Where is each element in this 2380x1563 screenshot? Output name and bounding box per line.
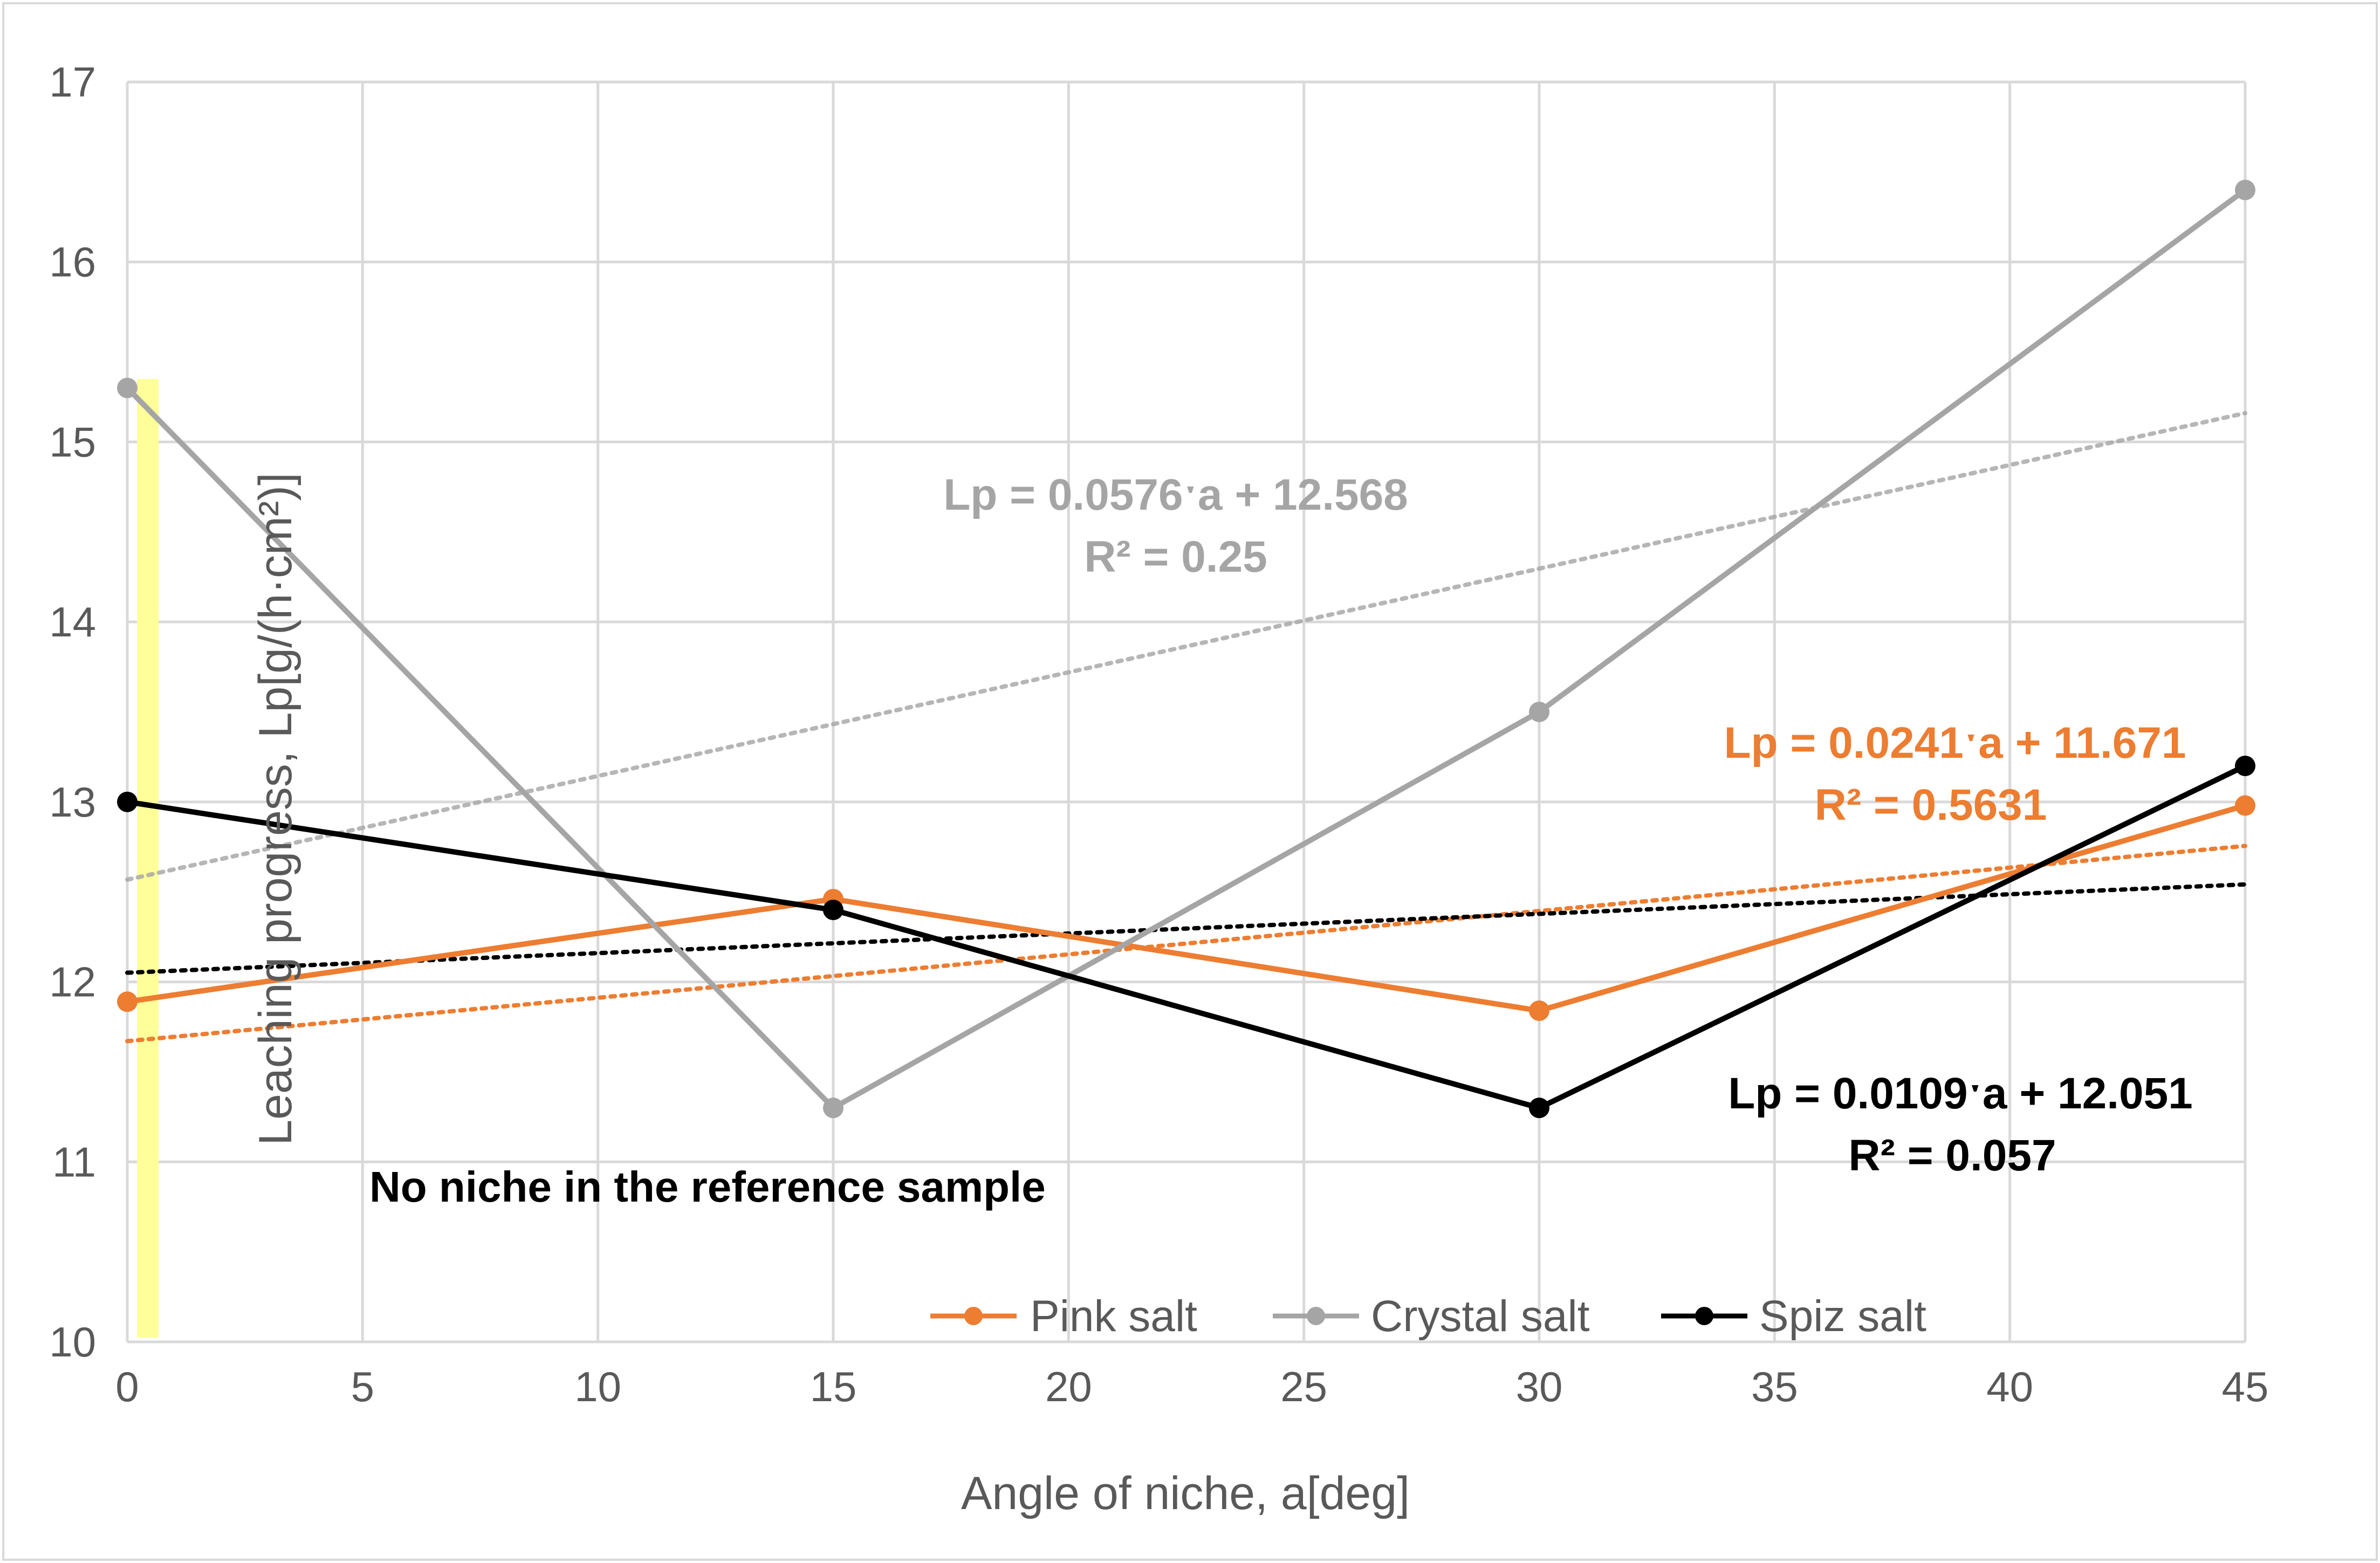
x-tick-label: 45 — [2222, 1363, 2269, 1410]
x-tick-label: 35 — [1751, 1363, 1798, 1410]
y-tick-label: 14 — [49, 598, 96, 646]
spiz-trend-r2: R² = 0.057 — [1848, 1131, 2056, 1180]
legend: Pink salt Crystal salt Spiz salt — [930, 1292, 1926, 1341]
point-spiz-salt-15 — [823, 900, 843, 921]
data-series — [117, 180, 2255, 1119]
y-tick-label: 11 — [52, 1138, 96, 1185]
pink-trend-equation: Lp = 0.0241ˑa + 11.671 — [1724, 718, 2186, 767]
legend-item-spiz-salt: Spiz salt — [1661, 1292, 1926, 1341]
x-tick-label: 5 — [351, 1363, 374, 1410]
x-tick-label: 0 — [115, 1363, 139, 1410]
legend-label-spiz-salt: Spiz salt — [1759, 1292, 1926, 1341]
point-crystal-salt-0 — [117, 378, 138, 399]
legend-label-crystal-salt: Crystal salt — [1371, 1292, 1590, 1341]
trendline-crystal-salt — [125, 411, 2247, 882]
legend-swatch-crystal-marker — [1307, 1307, 1325, 1325]
point-spiz-salt-30 — [1529, 1098, 1549, 1119]
point-crystal-salt-45 — [2235, 180, 2255, 201]
x-tick-label: 30 — [1516, 1363, 1563, 1410]
y-tick-label: 13 — [49, 778, 96, 826]
y-tick-label: 10 — [49, 1318, 96, 1366]
y-axis-title: Leaching progress, Lp[g/(h·cm²)] — [250, 472, 301, 1146]
x-tick-label: 10 — [574, 1363, 621, 1410]
tick-labels: 0 5 10 15 20 25 30 35 40 45 10 11 12 13 14 15 16 17 — [49, 58, 2268, 1410]
crystal-trend-equation: Lp = 0.0576ˑa + 12.568 — [943, 470, 1408, 519]
series-line-pink-salt — [127, 803, 2246, 1013]
x-tick-label: 15 — [810, 1363, 857, 1410]
x-tick-label: 40 — [1986, 1363, 2033, 1410]
trendline-spiz-salt — [125, 882, 2247, 975]
legend-label-pink-salt: Pink salt — [1030, 1292, 1197, 1341]
point-crystal-salt-30 — [1529, 702, 1549, 722]
reference-annotation: No niche in the reference sample — [369, 1163, 1046, 1211]
point-spiz-salt-45 — [2235, 756, 2255, 777]
legend-swatch-pink-marker — [964, 1307, 983, 1325]
spiz-trend-equation: Lp = 0.0109ˑa + 12.051 — [1728, 1069, 2193, 1118]
x-tick-label: 20 — [1045, 1363, 1092, 1410]
series-line-crystal-salt — [125, 188, 2247, 1111]
y-tick-label: 17 — [49, 58, 96, 106]
trendline-pink-salt — [125, 844, 2247, 1044]
y-tick-label: 15 — [49, 418, 96, 465]
legend-item-pink-salt: Pink salt — [930, 1292, 1197, 1341]
y-tick-label: 16 — [49, 238, 96, 286]
legend-item-crystal-salt: Crystal salt — [1273, 1292, 1590, 1341]
y-tick-label: 12 — [49, 958, 96, 1006]
point-crystal-salt-15 — [823, 1098, 843, 1119]
reference-highlight-bar — [137, 379, 159, 1338]
point-pink-salt-30 — [1529, 1000, 1549, 1021]
point-pink-salt-0 — [117, 991, 138, 1012]
series-line-spiz-salt — [127, 763, 2247, 1111]
trendlines — [125, 411, 2247, 1044]
reference-highlight — [137, 379, 159, 1338]
crystal-trend-r2: R² = 0.25 — [1084, 532, 1267, 581]
point-pink-salt-45 — [2235, 795, 2255, 816]
x-axis-title: Angle of niche, a[deg] — [961, 1468, 1410, 1519]
pink-trend-r2: R² = 0.5631 — [1815, 780, 2047, 830]
point-spiz-salt-0 — [117, 791, 138, 812]
x-tick-label: 25 — [1280, 1363, 1327, 1410]
legend-swatch-spiz-marker — [1695, 1307, 1713, 1325]
